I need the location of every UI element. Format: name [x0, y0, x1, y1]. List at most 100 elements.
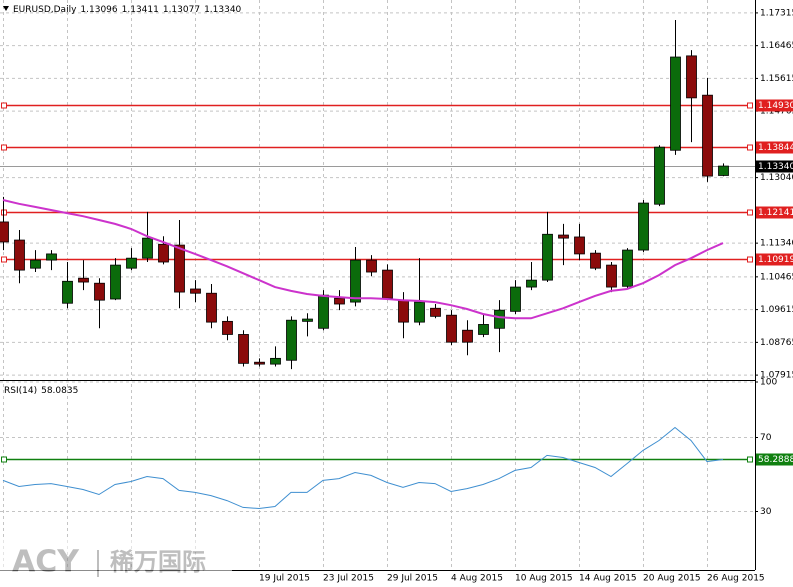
plot-layer [0, 0, 755, 570]
candle-body [46, 253, 57, 261]
candle-body [254, 361, 265, 365]
current-price-bg [756, 160, 793, 173]
level-label: 1.10919 [758, 255, 793, 265]
candle-body [334, 297, 345, 305]
candle-body [286, 319, 297, 361]
level-handle [747, 456, 753, 463]
candle-body [574, 236, 585, 255]
candle-body [462, 329, 473, 343]
x-tick-label: 14 Aug 2015 [579, 574, 637, 584]
rsi-title: RSI(14) [4, 386, 37, 396]
level-handle [747, 102, 753, 109]
candle-body [302, 318, 313, 322]
candle-body [158, 243, 169, 263]
candle-body [606, 264, 617, 288]
candle-body [94, 282, 105, 301]
watermark-bg [0, 540, 232, 587]
y-tick-label: 1.11340 [760, 239, 793, 249]
candle-body [670, 56, 681, 151]
x-tick-label: 19 Jul 2015 [259, 574, 310, 584]
candle-body [30, 259, 41, 269]
candle-body [190, 288, 201, 294]
candle-body [222, 320, 233, 335]
level-label-bg [756, 99, 793, 112]
level-label-bg [756, 141, 793, 154]
candle-body [526, 279, 537, 288]
level-handle [1, 144, 7, 151]
level-handle [747, 256, 753, 263]
rsi-line [2, 426, 724, 510]
level-label-bg [756, 253, 793, 266]
candle-body [430, 307, 441, 317]
y-tick-label: 1.15615 [760, 74, 793, 84]
header-open: 1.13096 [80, 5, 117, 15]
moving-average [2, 199, 724, 320]
current-price-label: 1.13340 [758, 162, 793, 172]
y-tick-label: 100 [760, 378, 777, 388]
candle-body [174, 244, 185, 293]
level-handle [1, 456, 7, 463]
x-tick-label: 4 Aug 2015 [451, 574, 503, 584]
level-label: 58.2888 [758, 455, 793, 465]
level-label: 1.14930 [758, 101, 793, 111]
candle-body [414, 301, 425, 323]
candle-body [638, 202, 649, 251]
candle-body [0, 221, 9, 243]
x-tick-label: 29 Jul 2015 [387, 574, 438, 584]
x-tick-label: 23 Jul 2015 [323, 574, 374, 584]
symbol: EURUSD,Daily [13, 5, 77, 15]
candle-body [14, 239, 25, 271]
candle-body [446, 314, 457, 343]
level-label-bg [756, 206, 793, 219]
y-tick-label: 70 [760, 433, 772, 443]
candle-body [542, 233, 553, 281]
level-label: 1.13844 [758, 143, 793, 153]
candle-body [558, 234, 569, 239]
candle-body [206, 292, 217, 323]
y-tick-label: 1.17315 [760, 8, 793, 18]
candle-body [126, 257, 137, 269]
y-tick-label: 1.10465 [760, 272, 793, 282]
candle-body [238, 334, 249, 364]
watermark-brand: ACY [12, 545, 80, 580]
candle-body [478, 324, 489, 335]
candle-body [62, 280, 73, 304]
y-tick-label: 1.14765 [760, 107, 793, 117]
x-tick-label: 20 Aug 2015 [643, 574, 701, 584]
candle-body [366, 259, 377, 273]
candle-body [270, 357, 281, 365]
watermark: ACY 稀万国际 [0, 540, 232, 587]
level-label: 1.12141 [758, 208, 793, 218]
header-high: 1.13411 [122, 5, 159, 15]
level-handle [747, 144, 753, 151]
level-handle [747, 209, 753, 216]
level-handle [1, 102, 7, 109]
watermark-name: 稀万国际 [110, 548, 206, 576]
candle-body [142, 237, 153, 259]
candle-body [350, 259, 361, 303]
y-tick-label: 1.07915 [760, 371, 793, 381]
candle-body [622, 249, 633, 287]
candle-body [702, 94, 713, 177]
candle-body [398, 299, 409, 323]
candle-body [78, 277, 89, 283]
y-tick-label: 1.16465 [760, 41, 793, 51]
candle-body [686, 55, 697, 99]
candle-body [510, 286, 521, 312]
rsi-current: 58.0835 [41, 386, 78, 396]
header: EURUSD,Daily 1.13096 1.13411 1.13077 1.13340 [13, 5, 242, 15]
level-handle [1, 256, 7, 263]
candle-body [654, 146, 665, 205]
header-low: 1.13077 [163, 5, 200, 15]
menu-arrow [3, 6, 9, 11]
candle-body [110, 264, 121, 300]
header-close: 1.13340 [204, 5, 241, 15]
candle-body [718, 165, 729, 176]
candle-body [494, 309, 505, 329]
y-tick-label: 1.08765 [760, 338, 793, 348]
y-tick-label: 1.09615 [760, 305, 793, 315]
level-label-bg [756, 453, 793, 466]
y-tick-label: 1.13040 [760, 173, 793, 183]
y-tick-label: 30 [760, 507, 772, 517]
